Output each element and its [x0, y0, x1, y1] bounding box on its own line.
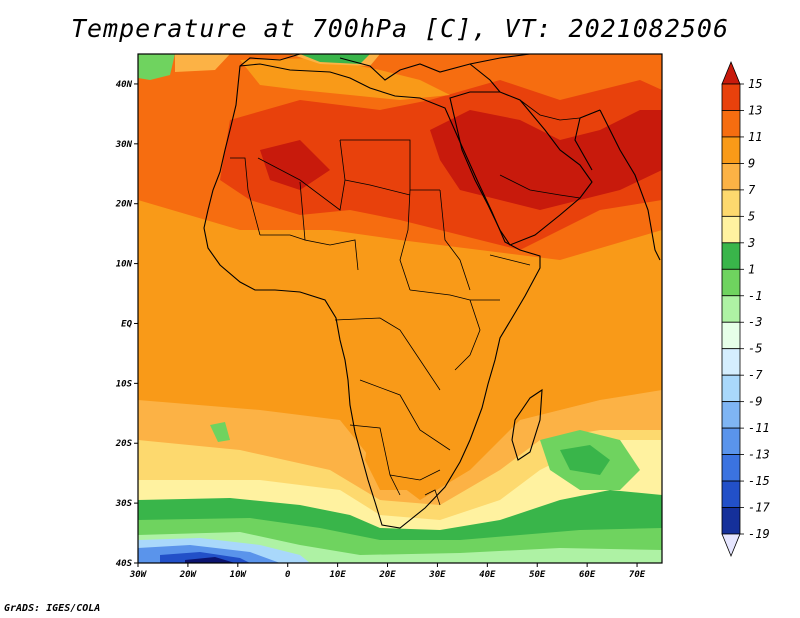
longitude-labels: 30W 20W 10W 0 10E 20E 30E 40E 50E 60E 70E — [129, 570, 646, 580]
madagascar-coastline — [511, 388, 543, 461]
colorbar-swatch — [721, 83, 741, 111]
lat-label: 10S — [116, 379, 133, 389]
colorbar-label: -7 — [748, 368, 763, 382]
lon-label: 0 — [285, 570, 291, 580]
colorbar-label: -1 — [748, 289, 762, 303]
lon-label: 60E — [579, 570, 596, 580]
lon-label: 70E — [629, 570, 646, 580]
colorbar-label: -15 — [748, 474, 770, 488]
lat-label: 20N — [115, 200, 133, 210]
plot-frame — [137, 53, 663, 564]
colorbar-swatch — [721, 242, 741, 270]
lat-label: 10N — [116, 260, 133, 270]
colorbar-swatch — [721, 136, 741, 164]
colorbar-label: 15 — [748, 77, 762, 91]
colorbar-swatch — [721, 401, 741, 429]
colorbar-swatch — [721, 454, 741, 482]
footer-credit: GrADS: IGES/COLA — [4, 603, 101, 614]
colorbar-label: 11 — [748, 130, 762, 144]
colorbar-cap-top — [721, 60, 741, 85]
colorbar-swatch — [721, 163, 741, 191]
temperature-field — [138, 54, 662, 563]
colorbar-swatch — [721, 189, 741, 217]
lat-label: 40N — [116, 80, 133, 90]
colorbar-label: 3 — [747, 236, 755, 250]
lat-label: 30N — [115, 140, 133, 150]
colorbar-swatch — [721, 295, 741, 323]
colorbar-swatch — [721, 507, 741, 535]
colorbar-label: -13 — [748, 448, 770, 462]
lon-label: 30E — [428, 570, 446, 580]
lon-label: 10W — [230, 570, 248, 580]
colorbar-swatch — [721, 268, 741, 297]
colorbar-swatch — [721, 480, 741, 508]
lon-label: 50E — [529, 570, 546, 580]
lat-label: 40S — [116, 559, 133, 569]
colorbar — [721, 60, 744, 558]
colorbar-swatch — [721, 215, 741, 244]
colorbar-labels: 15 13 11 9 7 5 3 1 -1 -3 -5 -7 -9 -11 -13 -15 -17 -19 — [747, 77, 770, 541]
colorbar-label: 7 — [748, 183, 756, 197]
lon-label: 20E — [378, 570, 396, 580]
lon-label: 30W — [129, 570, 148, 580]
lat-label: 30S — [115, 499, 133, 509]
lon-label: 20W — [179, 570, 198, 580]
lat-label: 20S — [115, 439, 133, 449]
lon-label: 10E — [329, 570, 346, 580]
colorbar-cap-bottom — [721, 533, 741, 558]
colorbar-swatch — [721, 374, 741, 403]
colorbar-swatch — [721, 110, 741, 138]
colorbar-label: 1 — [748, 262, 755, 276]
colorbar-swatch — [721, 348, 741, 376]
colorbar-label: -17 — [748, 501, 770, 515]
colorbar-label: 9 — [748, 156, 755, 170]
colorbar-label: -11 — [748, 421, 770, 435]
colorbar-label: -19 — [748, 527, 770, 541]
colorbar-label: 5 — [748, 209, 755, 223]
lon-label: 40E — [479, 570, 496, 580]
colorbar-label: -3 — [748, 315, 762, 329]
latitude-labels: 40N 30N 20N 10N EQ 10S 20S 30S 40S — [115, 80, 133, 569]
africa-coastline — [203, 63, 541, 529]
colorbar-label: -9 — [748, 395, 762, 409]
colorbar-swatch — [721, 427, 741, 455]
colorbar-label: -5 — [748, 342, 762, 356]
lat-label: EQ — [121, 319, 132, 329]
colorbar-swatch — [721, 321, 741, 350]
map-title: Temperature at 700hPa [C], VT: 202108250… — [70, 14, 730, 43]
europe-coastline — [239, 54, 531, 93]
colorbar-label: 13 — [748, 103, 762, 117]
axis-ticks — [134, 83, 638, 567]
country-borders — [230, 99, 601, 506]
